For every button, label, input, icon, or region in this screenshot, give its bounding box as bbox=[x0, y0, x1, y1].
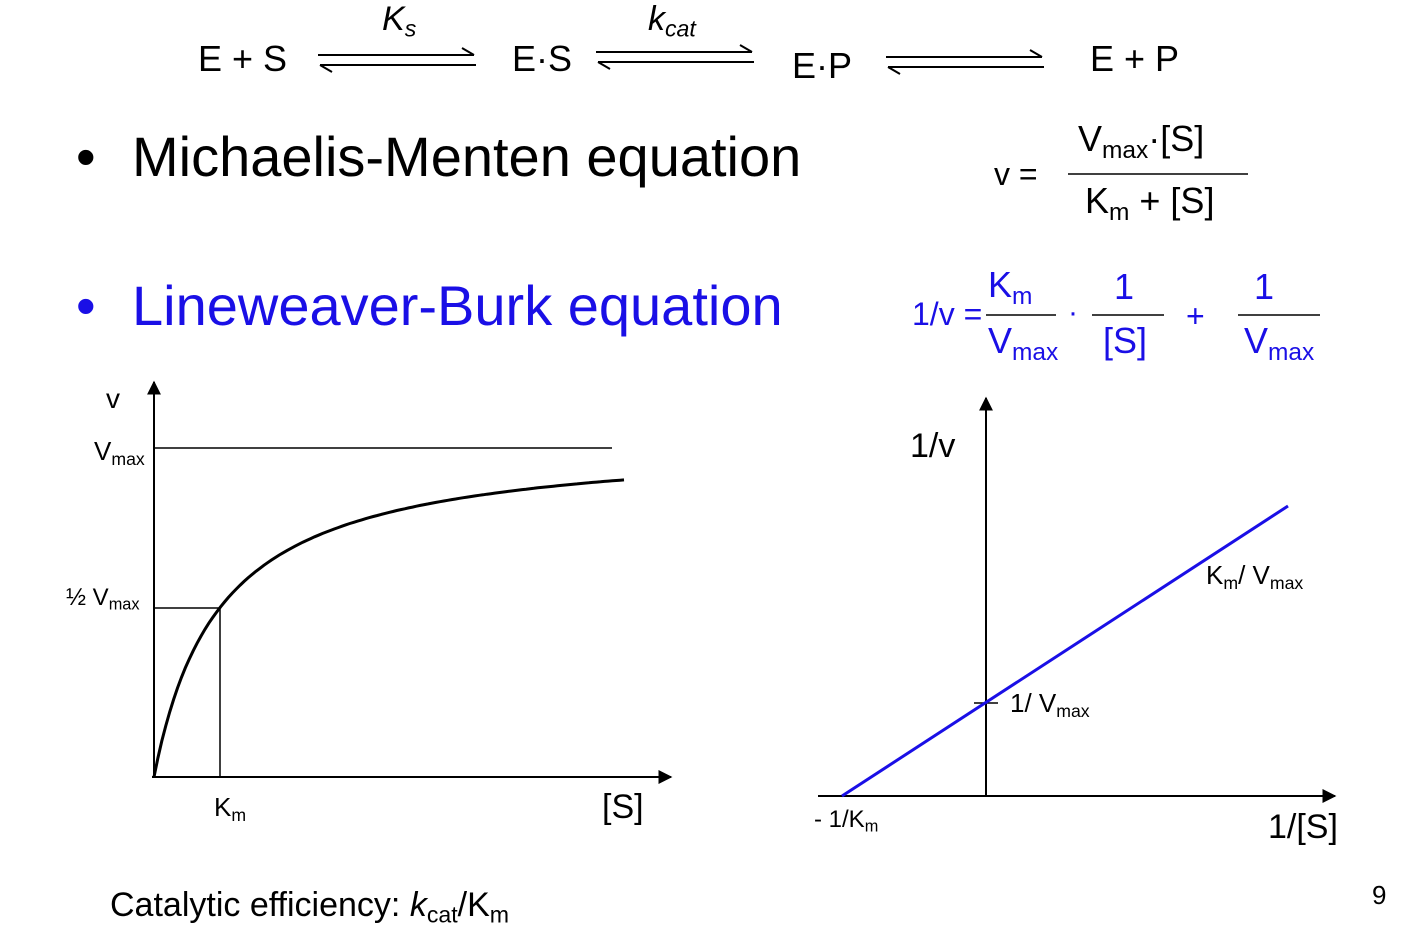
mm-vmax-label: Vmax bbox=[94, 436, 145, 469]
lb-eq-term1-den: Vmax bbox=[988, 320, 1059, 366]
mm-eq-lhs: v = bbox=[994, 156, 1038, 192]
mm-x-axis-label: [S] bbox=[602, 788, 644, 826]
lb-eq-term3-num: 1 bbox=[1254, 266, 1275, 307]
page-number: 9 bbox=[1372, 880, 1387, 910]
lb-eq-lhs: 1/v = bbox=[912, 296, 983, 332]
lb-eq-plus: + bbox=[1186, 298, 1205, 334]
lb-yint-label: 1/ Vmax bbox=[1010, 688, 1090, 721]
lb-x-axis-label: 1/[S] bbox=[1268, 808, 1338, 846]
equilibrium-arrow-3 bbox=[886, 49, 1044, 75]
species-ep-free: E + P bbox=[1090, 38, 1180, 79]
lb-xint-label: - 1/Km bbox=[814, 806, 879, 836]
species-ep-complex: E·P bbox=[792, 45, 853, 86]
mm-km-label: Km bbox=[214, 792, 247, 825]
lb-y-axis-label: 1/v bbox=[910, 427, 956, 465]
lb-eq-dot: · bbox=[1068, 296, 1078, 329]
lb-slope-label: Km/ Vmax bbox=[1206, 560, 1304, 593]
bullet-icon: • bbox=[76, 125, 96, 188]
bullet-icon: • bbox=[76, 274, 96, 337]
mm-heading: • Michaelis-Menten equation bbox=[76, 125, 802, 188]
mm-eq-denominator: Km + [S] bbox=[1085, 180, 1215, 226]
lb-regression-line bbox=[841, 504, 1289, 798]
rate-constant-ks: Ks bbox=[382, 0, 417, 42]
lb-eq-term2-num: 1 bbox=[1114, 266, 1135, 307]
species-es-free: E + S bbox=[198, 38, 288, 79]
rate-constant-kcat: kcat bbox=[648, 0, 696, 42]
mm-y-axis-label: v bbox=[106, 383, 120, 414]
lb-eq-term2-den: [S] bbox=[1103, 320, 1148, 361]
mm-saturation-curve bbox=[152, 478, 625, 778]
lb-eq-term3-den: Vmax bbox=[1244, 320, 1315, 366]
lb-plot bbox=[818, 396, 1337, 803]
mm-plot bbox=[147, 380, 673, 784]
mm-half-vmax-label: ½ Vmax bbox=[66, 584, 140, 614]
lb-heading: • Lineweaver-Burk equation bbox=[76, 274, 783, 337]
lb-eq-term1-num: Km bbox=[988, 264, 1033, 310]
equilibrium-arrow-2 bbox=[596, 44, 754, 70]
equilibrium-arrow-1 bbox=[318, 47, 476, 73]
mm-eq-numerator: Vmax·[S] bbox=[1078, 118, 1205, 164]
catalytic-efficiency-note: Catalytic efficiency: kcat/Km bbox=[110, 886, 510, 928]
species-es-complex: E·S bbox=[512, 38, 573, 79]
